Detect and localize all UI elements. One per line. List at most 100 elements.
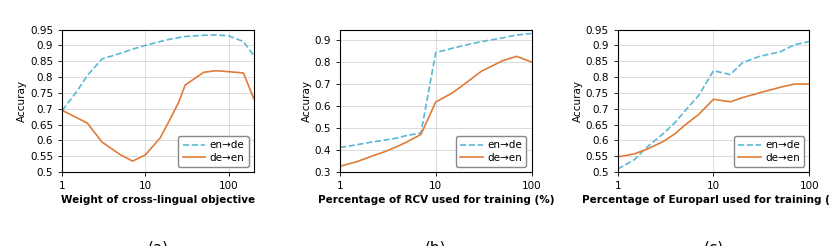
de→en — [526, 61, 536, 63]
en→de — [526, 32, 536, 35]
X-axis label: Percentage of RCV used for training (%): Percentage of RCV used for training (%) — [318, 195, 554, 205]
Line: de→en: de→en — [618, 84, 809, 157]
en→de — [431, 51, 441, 54]
en→de — [72, 90, 82, 93]
Line: en→de: en→de — [618, 42, 809, 169]
de→en — [352, 160, 362, 163]
en→de — [804, 40, 814, 43]
Text: (c): (c) — [703, 241, 724, 246]
en→de — [115, 52, 125, 55]
de→en — [754, 92, 764, 94]
Y-axis label: Accuray: Accuray — [573, 80, 583, 122]
Line: en→de: en→de — [340, 33, 531, 147]
en→de — [498, 36, 508, 39]
en→de — [725, 73, 735, 76]
en→de — [476, 40, 486, 43]
en→de — [155, 40, 165, 43]
de→en — [416, 133, 426, 136]
en→de — [642, 146, 652, 149]
de→en — [364, 156, 374, 159]
de→en — [381, 150, 391, 153]
de→en — [140, 153, 150, 156]
en→de — [57, 109, 67, 112]
de→en — [737, 96, 747, 99]
en→de — [249, 54, 259, 57]
de→en — [224, 70, 234, 73]
en→de — [460, 44, 470, 47]
Legend: en→de, de→en: en→de, de→en — [457, 136, 526, 167]
en→de — [97, 58, 107, 61]
Text: (a): (a) — [148, 241, 168, 246]
en→de — [180, 35, 190, 38]
de→en — [775, 86, 785, 89]
de→en — [725, 100, 735, 103]
en→de — [754, 55, 764, 58]
de→en — [804, 83, 814, 86]
de→en — [335, 165, 345, 168]
en→de — [381, 138, 391, 141]
X-axis label: Weight of cross-lingual objective: Weight of cross-lingual objective — [61, 195, 255, 205]
en→de — [82, 74, 92, 77]
en→de — [140, 44, 150, 47]
en→de — [671, 121, 681, 123]
en→de — [512, 33, 522, 36]
de→en — [630, 152, 640, 155]
Y-axis label: Accuray: Accuray — [301, 80, 312, 122]
de→en — [393, 145, 403, 148]
Legend: en→de, de→en: en→de, de→en — [734, 136, 804, 167]
Line: de→en: de→en — [62, 71, 254, 161]
de→en — [82, 122, 92, 124]
de→en — [512, 55, 522, 58]
de→en — [658, 140, 668, 143]
de→en — [498, 59, 508, 62]
de→en — [155, 137, 165, 139]
de→en — [57, 109, 67, 112]
en→de — [775, 50, 785, 53]
de→en — [238, 72, 248, 75]
Line: en→de: en→de — [62, 35, 254, 110]
en→de — [211, 33, 221, 36]
en→de — [680, 110, 690, 113]
de→en — [431, 100, 441, 103]
en→de — [402, 134, 412, 137]
en→de — [393, 137, 403, 139]
de→en — [709, 98, 719, 101]
en→de — [709, 69, 719, 72]
en→de — [128, 48, 138, 51]
de→en — [694, 113, 704, 116]
en→de — [416, 132, 426, 135]
de→en — [165, 117, 175, 120]
en→de — [224, 34, 234, 37]
de→en — [789, 83, 799, 86]
en→de — [630, 158, 640, 161]
de→en — [680, 124, 690, 127]
en→de — [165, 38, 175, 41]
en→de — [364, 141, 374, 144]
de→en — [115, 153, 125, 156]
en→de — [238, 40, 248, 43]
en→de — [789, 43, 799, 46]
de→en — [249, 97, 259, 100]
de→en — [671, 132, 681, 135]
en→de — [198, 34, 208, 37]
en→de — [737, 61, 747, 64]
de→en — [460, 82, 470, 85]
de→en — [613, 155, 622, 158]
en→de — [613, 168, 622, 170]
Line: de→en: de→en — [340, 56, 531, 166]
de→en — [211, 69, 221, 72]
de→en — [97, 141, 107, 144]
Text: (b): (b) — [425, 241, 447, 246]
de→en — [198, 71, 208, 74]
de→en — [128, 160, 138, 163]
en→de — [658, 132, 668, 135]
Y-axis label: Accuray: Accuray — [17, 80, 27, 122]
X-axis label: Percentage of Europarl used for training (%): Percentage of Europarl used for training… — [582, 195, 830, 205]
de→en — [173, 101, 183, 104]
de→en — [402, 140, 412, 143]
de→en — [180, 84, 190, 87]
en→de — [352, 143, 362, 146]
en→de — [694, 94, 704, 97]
en→de — [335, 146, 345, 149]
de→en — [642, 148, 652, 151]
